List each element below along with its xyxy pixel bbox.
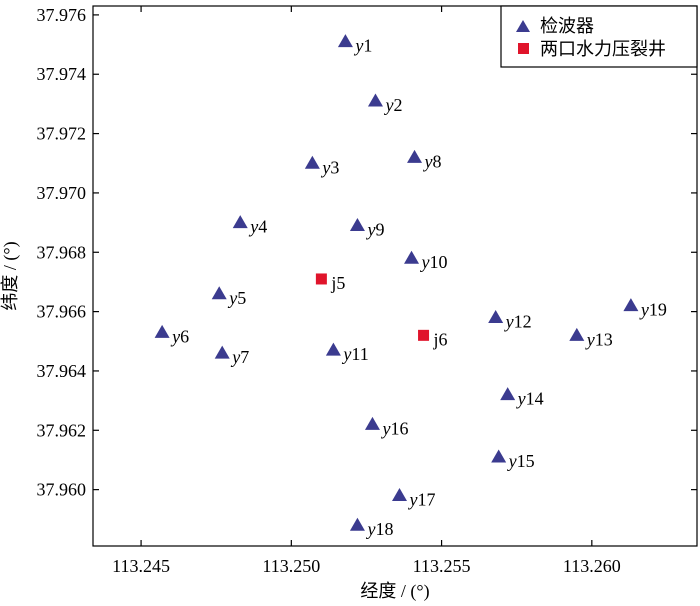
point-label-y5: y5: [227, 288, 246, 308]
receiver-point-y8: [407, 149, 423, 163]
receiver-point-y12: [488, 310, 504, 324]
well-point-j6: [418, 329, 430, 341]
y-axis-title: 纬度 / (°): [0, 241, 21, 310]
point-label-y10: y10: [420, 252, 448, 272]
receiver-point-y4: [232, 215, 248, 229]
receiver-point-y18: [349, 517, 365, 531]
point-label-y9: y9: [365, 220, 384, 240]
point-label-y6: y6: [170, 326, 189, 346]
receiver-point-y1: [337, 34, 353, 48]
point-label-y19: y19: [639, 300, 667, 320]
y-tick-label: 37.972: [37, 124, 87, 144]
legend: 检波器 两口水力压裂井: [500, 5, 698, 68]
point-label-y8: y8: [423, 151, 442, 171]
legend-box: [500, 5, 698, 68]
x-tick-label: 113.260: [563, 556, 621, 576]
point-label-y12: y12: [504, 312, 532, 332]
x-axis-title: 经度 / (°): [360, 581, 429, 602]
y-tick-label: 37.974: [37, 64, 87, 84]
y-tick-label: 37.962: [37, 420, 87, 440]
point-label-y16: y16: [380, 418, 408, 438]
legend-label-receiver: 检波器: [540, 16, 594, 36]
receiver-point-y17: [392, 488, 408, 502]
receiver-point-y2: [367, 93, 383, 107]
legend-square-marker: [518, 43, 529, 54]
y-tick-label: 37.964: [37, 361, 87, 381]
point-label-y14: y14: [516, 389, 544, 409]
legend-label-wells: 两口水力压裂井: [540, 39, 666, 59]
point-label-y3: y3: [320, 157, 339, 177]
receiver-point-y7: [214, 345, 230, 359]
point-label-y11: y11: [341, 344, 368, 364]
point-label-j6: j6: [433, 329, 448, 349]
receiver-point-y11: [325, 342, 341, 356]
well-point-j5: [315, 273, 327, 285]
receiver-point-y16: [364, 416, 380, 430]
y-tick-label: 37.968: [37, 242, 87, 262]
point-label-y15: y15: [507, 451, 535, 471]
y-tick-label: 37.966: [37, 302, 87, 322]
point-label-y2: y2: [383, 95, 402, 115]
receiver-point-y9: [349, 218, 365, 232]
ticks-layer: 113.245 113.250 113.255 113.260 37.960 37.962…: [37, 5, 697, 576]
point-label-y4: y4: [248, 217, 267, 237]
plot-area-frame: [92, 5, 698, 547]
receiver-point-y15: [491, 449, 507, 463]
receiver-point-y10: [404, 250, 420, 264]
legend-triangle-marker: [516, 20, 530, 32]
x-tick-label: 113.245: [112, 556, 170, 576]
x-tick-label: 113.255: [413, 556, 471, 576]
receiver-point-y5: [211, 286, 227, 300]
point-label-y1: y1: [353, 36, 372, 56]
point-label-y13: y13: [585, 329, 613, 349]
x-tick-label: 113.250: [262, 556, 320, 576]
point-label-y7: y7: [230, 347, 249, 367]
y-tick-label: 37.970: [37, 183, 87, 203]
point-label-j5: j5: [330, 273, 345, 293]
points-layer: y1 y2 y3 y4 y5 y6 y7 y8 y9 y10 y11 y12 y13 y14 y15 y16 y…: [154, 34, 667, 539]
receiver-point-y19: [623, 298, 639, 312]
receiver-point-y14: [500, 387, 516, 401]
point-label-y18: y18: [365, 519, 393, 539]
y-tick-label: 37.976: [37, 5, 87, 25]
y-tick-label: 37.960: [37, 480, 87, 500]
receiver-point-y6: [154, 324, 170, 338]
point-label-y17: y17: [408, 490, 436, 510]
receiver-point-y13: [569, 327, 585, 341]
receiver-point-y3: [304, 155, 320, 169]
